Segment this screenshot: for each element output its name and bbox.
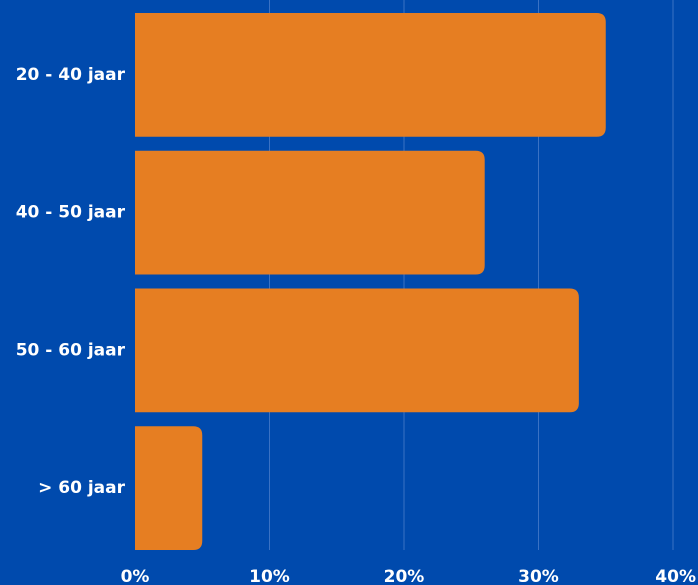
bars	[135, 13, 606, 550]
bar	[135, 150, 485, 275]
x-tick-label: 10%	[249, 567, 290, 585]
category-label: 50 - 60 jaar	[16, 340, 126, 360]
category-label: > 60 jaar	[38, 478, 126, 498]
x-tick-label: 0%	[121, 567, 150, 585]
category-label: 20 - 40 jaar	[16, 65, 126, 85]
x-axis-tick-labels: 0% 10% 20% 30% 40%	[121, 567, 696, 585]
bar	[135, 288, 579, 413]
x-tick-label: 30%	[518, 567, 559, 585]
category-label: 40 - 50 jaar	[16, 203, 126, 223]
bar	[135, 426, 203, 550]
bar	[135, 13, 606, 137]
x-tick-label: 40%	[655, 567, 696, 585]
x-tick-label: 20%	[384, 567, 425, 585]
category-labels: 20 - 40 jaar 40 - 50 jaar 50 - 60 jaar > 60…	[16, 65, 126, 498]
